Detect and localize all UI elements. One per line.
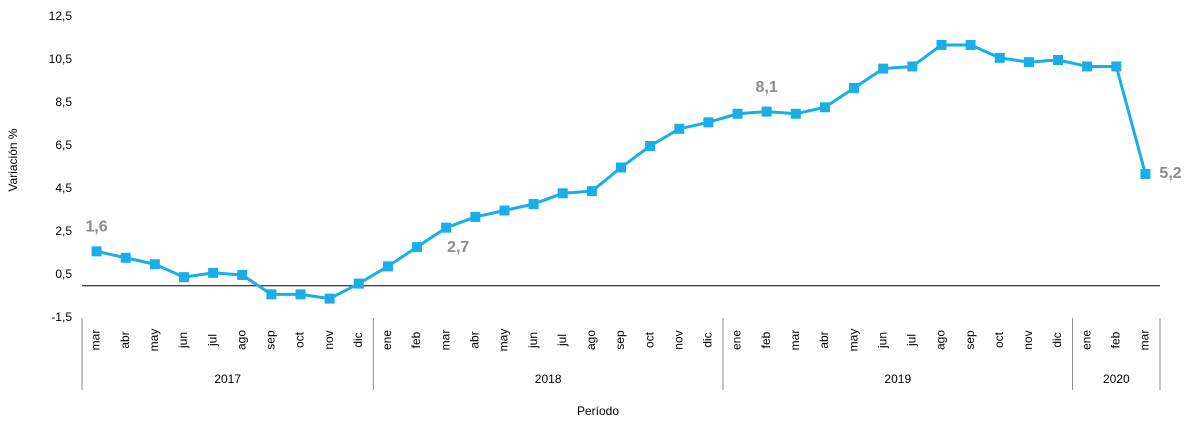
x-tick-label: abr (118, 331, 132, 348)
x-tick-label: sep (613, 330, 627, 350)
x-tick-label: ene (730, 330, 744, 350)
point (586, 186, 597, 197)
point (849, 82, 860, 93)
point (674, 123, 685, 134)
point (324, 293, 335, 304)
x-tick-label: may (846, 329, 860, 352)
x-tick-label: nov (671, 330, 685, 349)
point (382, 261, 393, 272)
point (178, 272, 189, 283)
point (616, 162, 626, 173)
x-tick-label: may (497, 329, 511, 352)
point (353, 278, 364, 289)
point (907, 61, 918, 72)
point (266, 289, 277, 300)
x-tick-label: abr (467, 331, 481, 348)
x-tick-label: sep (963, 330, 977, 350)
point (1023, 57, 1034, 68)
x-tick-label: feb (409, 331, 423, 348)
y-axis-label: Variación % (6, 128, 20, 191)
year-label: 2020 (1103, 372, 1130, 386)
x-tick-label: nov (1021, 330, 1035, 349)
x-tick-label: jun (875, 332, 889, 349)
year-label: 2017 (214, 372, 241, 386)
x-tick-label: sep (264, 330, 278, 350)
y-tick-label: 0,5 (55, 267, 72, 281)
point (645, 141, 656, 151)
year-label: 2019 (884, 372, 911, 386)
x-tick-label: ago (584, 330, 598, 350)
y-tick-label: 8,5 (55, 95, 72, 109)
x-tick-label: oct (293, 331, 307, 348)
x-tick-label: oct (992, 331, 1006, 348)
point (208, 267, 219, 278)
y-tick-label: 12,5 (49, 9, 73, 23)
x-tick-label: nov (322, 330, 336, 349)
x-tick-label: jun (526, 332, 540, 349)
point (470, 211, 481, 222)
y-tick-label: 6,5 (55, 138, 72, 152)
point (761, 106, 772, 117)
x-tick-label: mar (438, 330, 452, 351)
x-tick-label: jul (555, 334, 569, 347)
x-tick-label: feb (1108, 331, 1122, 348)
point (412, 242, 423, 253)
point (528, 199, 539, 210)
x-tick-label: jul (205, 334, 219, 347)
x-tick-label: ago (934, 330, 948, 350)
x-axis-label: Período (577, 404, 619, 418)
point (703, 117, 714, 128)
point (1111, 61, 1122, 72)
x-tick-label: dic (1050, 332, 1064, 347)
point (499, 205, 510, 216)
x-tick-label: dic (701, 332, 715, 347)
point (936, 39, 947, 50)
x-tick-label: may (147, 329, 161, 352)
point (790, 108, 801, 119)
x-tick-label: mar (788, 330, 802, 351)
data-label: 8,1 (756, 79, 778, 96)
x-tick-label: ago (234, 330, 248, 350)
point (557, 188, 568, 199)
point (91, 246, 102, 257)
x-tick-label: mar (1138, 330, 1152, 351)
x-tick-label: feb (759, 331, 773, 348)
x-tick-label: mar (89, 330, 103, 351)
point (1053, 55, 1064, 65)
point (819, 102, 830, 113)
x-tick-label: ene (1079, 330, 1093, 350)
point (237, 270, 248, 280)
point (1140, 168, 1151, 179)
point (120, 252, 131, 263)
point (994, 52, 1005, 63)
point (1082, 61, 1093, 72)
x-tick-label: jun (176, 332, 190, 349)
x-tick-label: ene (380, 330, 394, 350)
y-tick-label: 2,5 (55, 224, 72, 238)
data-label: 2,7 (447, 239, 469, 256)
point (149, 259, 160, 270)
data-label: 5,2 (1159, 165, 1181, 182)
x-tick-label: oct (642, 331, 656, 348)
data-label: 1,6 (85, 219, 107, 236)
point (965, 39, 976, 50)
x-tick-label: dic (351, 332, 365, 347)
point (295, 289, 306, 300)
y-tick-label: -1,5 (51, 310, 72, 324)
x-tick-label: abr (817, 331, 831, 348)
x-tick-label: jul (905, 334, 919, 347)
point (878, 63, 889, 74)
point (732, 108, 743, 119)
point (441, 222, 452, 233)
year-label: 2018 (535, 372, 562, 386)
y-tick-label: 10,5 (49, 52, 73, 66)
y-tick-label: 4,5 (55, 181, 72, 195)
